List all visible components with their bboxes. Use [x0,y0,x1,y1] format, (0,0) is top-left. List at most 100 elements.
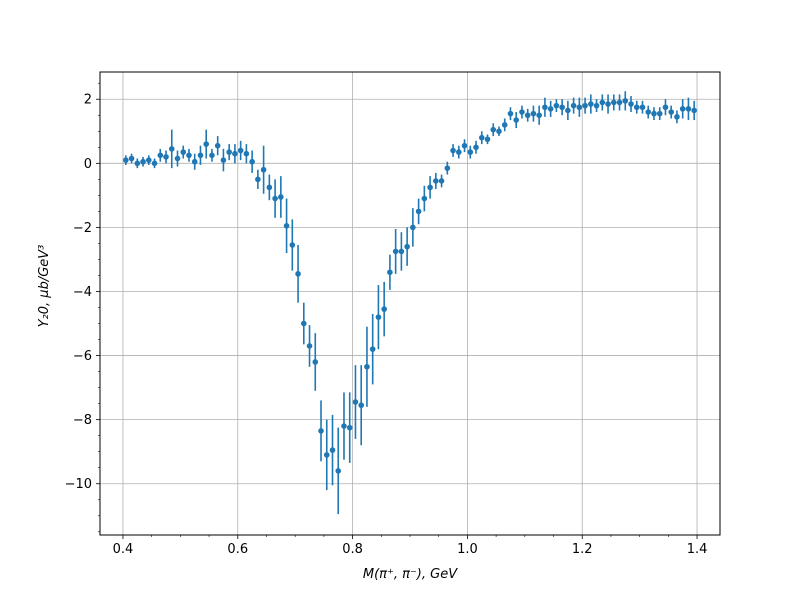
data-point [605,101,611,107]
data-point [410,224,416,231]
x-tick-label: 1.0 [457,542,478,557]
data-point [237,147,244,154]
data-point [375,314,382,320]
data-point [186,152,192,159]
data-point [312,359,319,365]
data-point [260,166,267,173]
data-point [622,98,629,104]
data-point [433,178,439,184]
y-axis-label: Y₂0, μb/GeV³ [37,245,52,328]
data-point [180,149,187,155]
data-point [455,149,462,155]
data-point [341,423,347,429]
data-point [203,141,210,147]
data-point [157,152,164,159]
data-point [553,102,560,109]
data-point [565,107,571,114]
x-axis-label: M(π⁺, π⁻), GeV [363,567,458,582]
data-point [226,149,232,155]
x-tick-label: 0.8 [342,542,363,557]
data-point [559,104,565,111]
x-tick-label: 0.6 [227,542,248,557]
x-tick-label: 0.4 [113,542,134,557]
data-point [679,106,686,112]
data-point [530,110,537,117]
data-point [364,363,370,370]
x-tick-label: 1.2 [572,542,593,557]
data-point [599,99,606,106]
data-point [513,117,520,123]
data-point [295,271,301,277]
data-point [450,147,456,154]
axis-ticks: 0.4 0.6 0.8 1.0 1.2 1.4 −10 −8 −6 −4 −2 0 2 [65,82,708,557]
data-point [232,150,238,157]
plot-area: 0.4 0.6 0.8 1.0 1.2 1.4 −10 −8 −6 −4 −2 0 2 [65,71,721,557]
data-point [369,346,376,352]
data-point [243,150,250,157]
data-point [151,160,158,167]
x-tick-label: 1.4 [687,542,708,557]
data-point [140,158,146,165]
data-point [134,160,141,167]
data-point [272,195,278,202]
data-point [478,134,485,141]
data-point [220,157,227,163]
data-point [421,195,428,202]
data-point [542,104,548,111]
y-tick-label: −6 [73,349,92,364]
data-point [484,136,491,143]
data-point [381,306,387,312]
data-point [398,248,405,255]
data-point [278,194,284,200]
data-point [656,110,663,117]
data-point [174,155,181,162]
data-point [507,110,514,117]
data-point [496,128,502,135]
data-point [633,104,640,111]
data-point [404,243,410,250]
data-point [685,106,692,112]
data-point [249,158,255,165]
data-point [645,109,652,115]
data-point [255,176,261,183]
data-point [490,126,497,133]
data-point [392,248,399,255]
data-point [628,101,634,107]
data-point [639,104,646,111]
data-point [467,149,474,155]
data-point [461,142,468,149]
data-point [123,157,129,163]
data-point [674,114,680,120]
data-point [415,208,422,215]
grid-lines [100,72,720,535]
data-point [588,101,594,107]
data-point [329,447,336,453]
y-tick-label: −4 [73,285,92,300]
data-series [123,91,697,515]
data-point [444,165,451,171]
data-point [283,222,290,229]
data-point [519,109,525,115]
y-tick-label: −8 [73,413,92,428]
data-point [128,155,135,162]
data-point [387,269,393,276]
data-point [163,154,169,160]
data-point [209,152,215,159]
data-point [214,142,221,149]
y-tick-label: 2 [84,93,92,108]
data-point [668,109,675,115]
data-point [197,152,204,159]
data-point [473,144,479,151]
data-point [593,102,600,109]
data-point [323,452,330,458]
data-point [145,157,152,163]
data-point [358,402,365,409]
data-point [616,99,623,106]
data-point [524,112,531,119]
data-point [427,184,433,191]
data-point [582,102,588,109]
data-point [306,343,313,349]
y-tick-label: −10 [65,477,92,492]
